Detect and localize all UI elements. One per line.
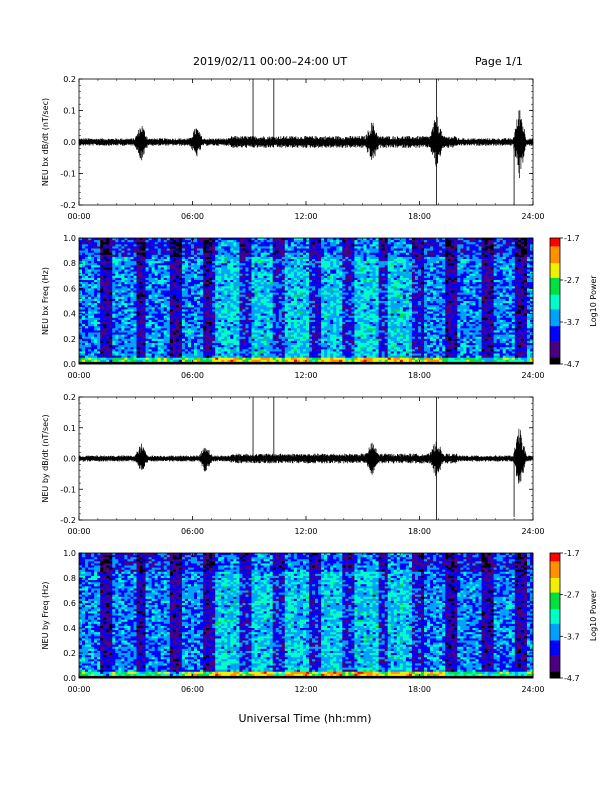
x-tick-label: 24:00 xyxy=(521,212,544,221)
signal-trace xyxy=(79,110,533,178)
x-tick-label: 12:00 xyxy=(294,212,317,221)
x-tick-label: 18:00 xyxy=(408,212,431,221)
y-tick-label: 0.1 xyxy=(63,107,76,116)
y-tick-label: -0.1 xyxy=(60,170,76,179)
x-tick-label: 00:00 xyxy=(67,212,90,221)
header-date-range: 2019/02/11 00:00–24:00 UT xyxy=(193,55,347,68)
x-tick-label: 06:00 xyxy=(181,212,204,221)
header-page: Page 1/1 xyxy=(475,55,523,68)
panel-1: 0.2 0.1 0.0 -0.1 -0.2 00:00 06:00 12:00 18:00 24:… xyxy=(41,75,545,221)
y-tick-label: 0.0 xyxy=(63,138,76,147)
spectrogram-cells xyxy=(79,238,533,364)
panels: 0.2 0.1 0.0 -0.1 -0.2 00:00 06:00 12:00 18:00 24:… xyxy=(41,75,598,694)
y-tick-label: 0.2 xyxy=(63,75,76,84)
y-axis-label: NEU bx dB/dt (nT/sec) xyxy=(41,98,50,186)
y-tick-label: -0.2 xyxy=(60,201,76,210)
